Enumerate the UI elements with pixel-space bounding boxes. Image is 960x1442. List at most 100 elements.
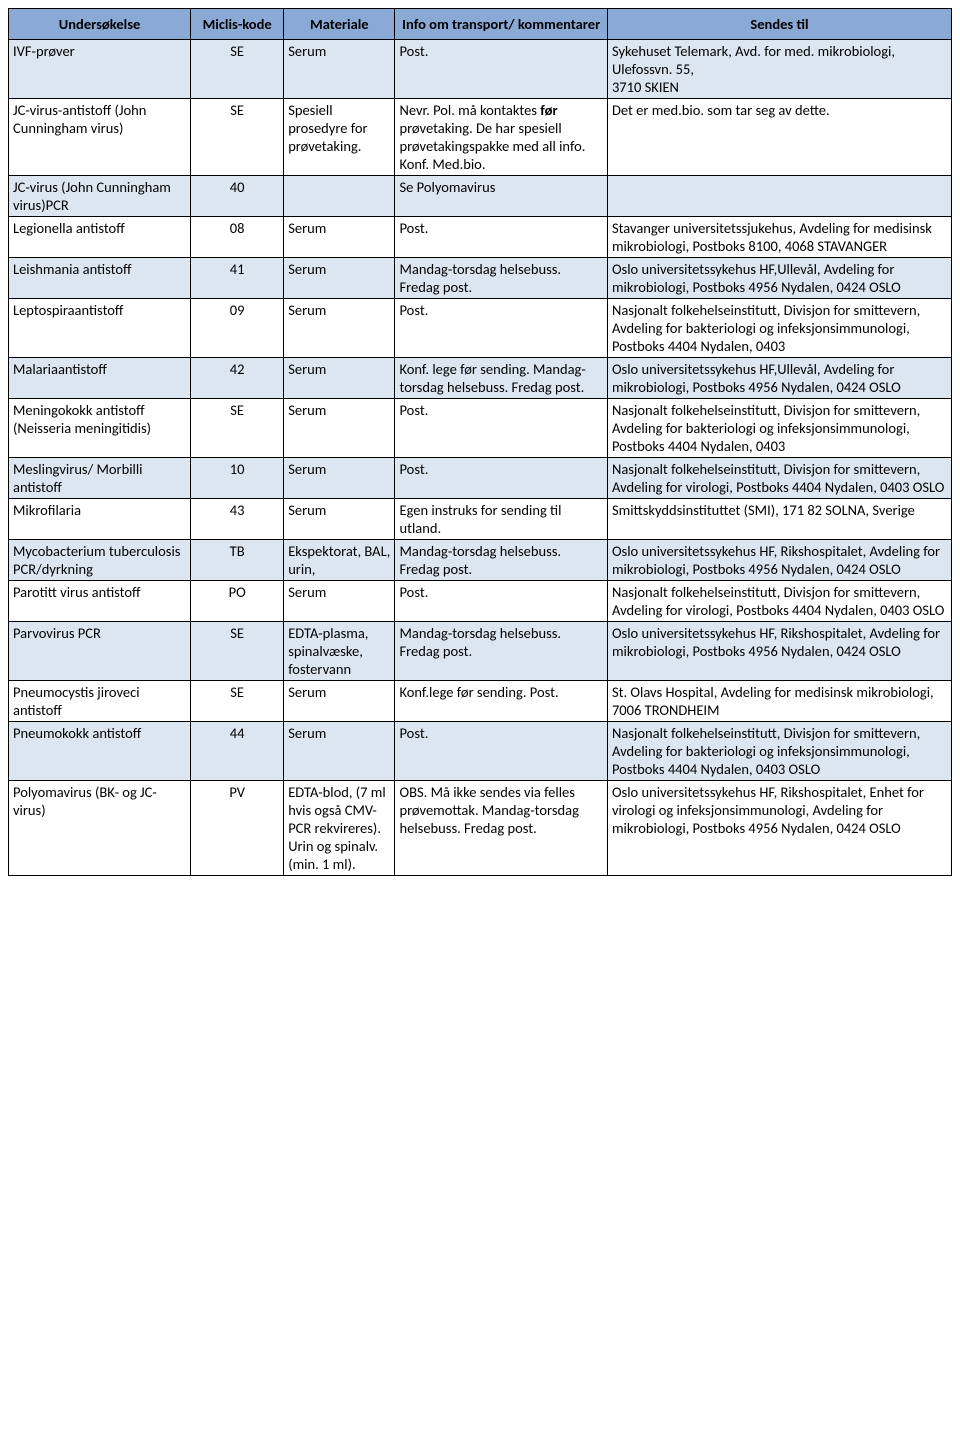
cell-kode: 44 bbox=[191, 722, 284, 781]
cell-sendes: Oslo universitetssykehus HF,Ullevål, Avd… bbox=[607, 258, 951, 299]
cell-undersokelse: Meslingvirus/ Morbilli antistoff bbox=[9, 458, 191, 499]
cell-undersokelse: Mycobacterium tuberculosis PCR/dyrkning bbox=[9, 540, 191, 581]
cell-info: Post. bbox=[395, 299, 607, 358]
cell-kode: 40 bbox=[191, 176, 284, 217]
cell-kode: SE bbox=[191, 681, 284, 722]
col-undersokelse: Undersøkelse bbox=[9, 9, 191, 40]
table-row: JC-virus-antistoff (John Cunningham viru… bbox=[9, 99, 952, 176]
cell-sendes: Oslo universitetssykehus HF, Rikshospita… bbox=[607, 622, 951, 681]
cell-info: Mandag-torsdag helsebuss. Fredag post. bbox=[395, 258, 607, 299]
cell-materiale: Spesiell prosedyre for prøvetaking. bbox=[284, 99, 395, 176]
cell-materiale: Serum bbox=[284, 722, 395, 781]
cell-kode: SE bbox=[191, 99, 284, 176]
table-row: IVF-prøverSESerumPost.Sykehuset Telemark… bbox=[9, 40, 952, 99]
cell-sendes: St. Olavs Hospital, Avdeling for medisin… bbox=[607, 681, 951, 722]
cell-materiale: EDTA-blod, (7 ml hvis også CMV-PCR rekvi… bbox=[284, 781, 395, 876]
table-row: Meningokokk antistoff (Neisseria meningi… bbox=[9, 399, 952, 458]
cell-undersokelse: Malariaantistoff bbox=[9, 358, 191, 399]
cell-info: Konf.lege før sending. Post. bbox=[395, 681, 607, 722]
cell-info: Mandag-torsdag helsebuss. Fredag post. bbox=[395, 622, 607, 681]
table-row: Leishmania antistoff41SerumMandag-torsda… bbox=[9, 258, 952, 299]
cell-sendes: Nasjonalt folkehelseinstitutt, Divisjon … bbox=[607, 722, 951, 781]
table-body: IVF-prøverSESerumPost.Sykehuset Telemark… bbox=[9, 40, 952, 876]
col-miclis-kode: Miclis-kode bbox=[191, 9, 284, 40]
table-row: Parvovirus PCRSEEDTA-plasma, spinalvæske… bbox=[9, 622, 952, 681]
cell-materiale: Serum bbox=[284, 258, 395, 299]
cell-undersokelse: Leishmania antistoff bbox=[9, 258, 191, 299]
cell-info: Nevr. Pol. må kontaktes før prøvetaking.… bbox=[395, 99, 607, 176]
table-row: Leptospiraantistoff09SerumPost.Nasjonalt… bbox=[9, 299, 952, 358]
cell-kode: PV bbox=[191, 781, 284, 876]
cell-kode: 09 bbox=[191, 299, 284, 358]
cell-info: Mandag-torsdag helsebuss. Fredag post. bbox=[395, 540, 607, 581]
cell-info: OBS. Må ikke sendes via felles prøvemott… bbox=[395, 781, 607, 876]
col-sendes-til: Sendes til bbox=[607, 9, 951, 40]
cell-undersokelse: Meningokokk antistoff (Neisseria meningi… bbox=[9, 399, 191, 458]
table-row: Mycobacterium tuberculosis PCR/dyrkningT… bbox=[9, 540, 952, 581]
cell-sendes: Oslo universitetssykehus HF,Ullevål, Avd… bbox=[607, 358, 951, 399]
cell-info: Post. bbox=[395, 722, 607, 781]
cell-materiale: Serum bbox=[284, 581, 395, 622]
cell-sendes: Stavanger universitetssjukehus, Avdeling… bbox=[607, 217, 951, 258]
cell-info: Konf. lege før sending. Mandag-torsdag h… bbox=[395, 358, 607, 399]
cell-kode: SE bbox=[191, 622, 284, 681]
cell-materiale: Serum bbox=[284, 358, 395, 399]
col-materiale: Materiale bbox=[284, 9, 395, 40]
cell-sendes: Smittskyddsinstituttet (SMI), 171 82 SOL… bbox=[607, 499, 951, 540]
cell-undersokelse: Pneumokokk antistoff bbox=[9, 722, 191, 781]
cell-sendes: Nasjonalt folkehelseinstitutt, Divisjon … bbox=[607, 399, 951, 458]
cell-info: Post. bbox=[395, 217, 607, 258]
cell-sendes: Nasjonalt folkehelseinstitutt, Divisjon … bbox=[607, 299, 951, 358]
cell-sendes: Oslo universitetssykehus HF, Rikshospita… bbox=[607, 781, 951, 876]
col-info: Info om transport/ kommentarer bbox=[395, 9, 607, 40]
cell-info: Post. bbox=[395, 40, 607, 99]
cell-sendes: Det er med.bio. som tar seg av dette. bbox=[607, 99, 951, 176]
cell-materiale: EDTA-plasma, spinalvæske, fostervann bbox=[284, 622, 395, 681]
cell-materiale: Serum bbox=[284, 499, 395, 540]
cell-undersokelse: JC-virus (John Cunningham virus)PCR bbox=[9, 176, 191, 217]
cell-kode: 41 bbox=[191, 258, 284, 299]
cell-sendes: Nasjonalt folkehelseinstitutt, Divisjon … bbox=[607, 458, 951, 499]
table-row: Parotitt virus antistoffPOSerumPost.Nasj… bbox=[9, 581, 952, 622]
cell-materiale: Ekspektorat, BAL, urin, bbox=[284, 540, 395, 581]
cell-info: Post. bbox=[395, 581, 607, 622]
cell-kode: SE bbox=[191, 399, 284, 458]
cell-kode: TB bbox=[191, 540, 284, 581]
cell-undersokelse: Legionella antistoff bbox=[9, 217, 191, 258]
cell-undersokelse: Leptospiraantistoff bbox=[9, 299, 191, 358]
table-row: Meslingvirus/ Morbilli antistoff10SerumP… bbox=[9, 458, 952, 499]
cell-materiale: Serum bbox=[284, 299, 395, 358]
table-row: Pneumocystis jiroveci antistoffSESerumKo… bbox=[9, 681, 952, 722]
cell-undersokelse: Pneumocystis jiroveci antistoff bbox=[9, 681, 191, 722]
cell-info: Egen instruks for sending til utland. bbox=[395, 499, 607, 540]
cell-info: Post. bbox=[395, 399, 607, 458]
cell-kode: 08 bbox=[191, 217, 284, 258]
cell-info: Post. bbox=[395, 458, 607, 499]
cell-kode: 43 bbox=[191, 499, 284, 540]
cell-sendes: Sykehuset Telemark, Avd. for med. mikrob… bbox=[607, 40, 951, 99]
cell-kode: 42 bbox=[191, 358, 284, 399]
table-row: JC-virus (John Cunningham virus)PCR40 Se … bbox=[9, 176, 952, 217]
cell-undersokelse: Parotitt virus antistoff bbox=[9, 581, 191, 622]
cell-undersokelse: Parvovirus PCR bbox=[9, 622, 191, 681]
cell-kode: PO bbox=[191, 581, 284, 622]
table-row: Mikrofilaria43SerumEgen instruks for sen… bbox=[9, 499, 952, 540]
table-row: Malariaantistoff42SerumKonf. lege før se… bbox=[9, 358, 952, 399]
cell-materiale: Serum bbox=[284, 40, 395, 99]
cell-sendes bbox=[607, 176, 951, 217]
cell-undersokelse: Polyomavirus (BK- og JC-virus) bbox=[9, 781, 191, 876]
cell-kode: SE bbox=[191, 40, 284, 99]
cell-info: Se Polyomavirus bbox=[395, 176, 607, 217]
table-row: Legionella antistoff08SerumPost.Stavange… bbox=[9, 217, 952, 258]
table-header-row: Undersøkelse Miclis-kode Materiale Info … bbox=[9, 9, 952, 40]
cell-materiale: Serum bbox=[284, 217, 395, 258]
cell-materiale bbox=[284, 176, 395, 217]
bold-text: før bbox=[540, 101, 557, 119]
cell-materiale: Serum bbox=[284, 458, 395, 499]
table-row: Polyomavirus (BK- og JC-virus)PVEDTA-blo… bbox=[9, 781, 952, 876]
lab-tests-table: Undersøkelse Miclis-kode Materiale Info … bbox=[8, 8, 952, 876]
cell-materiale: Serum bbox=[284, 399, 395, 458]
cell-materiale: Serum bbox=[284, 681, 395, 722]
cell-undersokelse: JC-virus-antistoff (John Cunningham viru… bbox=[9, 99, 191, 176]
cell-undersokelse: IVF-prøver bbox=[9, 40, 191, 99]
